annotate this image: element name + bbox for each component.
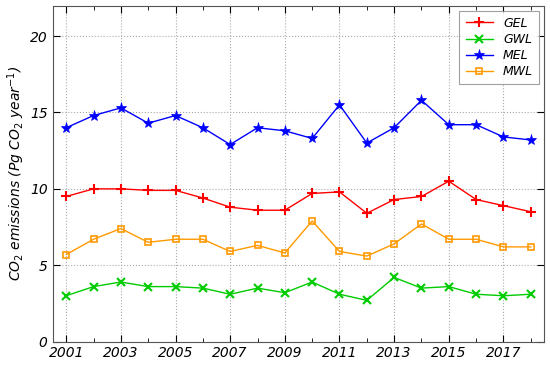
MWL xyxy=(336,249,343,254)
MEL xyxy=(473,123,480,127)
GEL xyxy=(172,188,179,193)
MEL xyxy=(282,128,288,133)
GWL xyxy=(473,292,480,296)
MEL xyxy=(446,123,452,127)
MEL xyxy=(364,141,370,145)
GWL xyxy=(63,294,69,298)
GEL xyxy=(200,196,206,200)
MEL xyxy=(254,126,261,130)
Line: GEL: GEL xyxy=(62,176,536,218)
MWL xyxy=(473,237,480,242)
GEL xyxy=(118,187,124,191)
MEL xyxy=(309,136,316,141)
MEL xyxy=(527,138,534,142)
MWL xyxy=(63,252,69,257)
Legend: GEL, GWL, MEL, MWL: GEL, GWL, MEL, MWL xyxy=(459,11,540,85)
MWL xyxy=(145,240,151,244)
GEL xyxy=(500,203,507,208)
MWL xyxy=(364,254,370,258)
GWL xyxy=(145,284,151,289)
MEL xyxy=(63,126,69,130)
GEL xyxy=(282,208,288,212)
MWL xyxy=(172,237,179,242)
GWL xyxy=(336,292,343,296)
MEL xyxy=(391,126,398,130)
MWL xyxy=(90,237,97,242)
MEL xyxy=(172,113,179,118)
MWL xyxy=(391,242,398,246)
GWL xyxy=(227,292,234,296)
MWL xyxy=(254,243,261,247)
MWL xyxy=(227,249,234,254)
GEL xyxy=(391,197,398,202)
MEL xyxy=(118,106,124,110)
GWL xyxy=(500,294,507,298)
MEL xyxy=(90,113,97,118)
MEL xyxy=(200,126,206,130)
GWL xyxy=(200,286,206,290)
GEL xyxy=(145,188,151,193)
MEL xyxy=(336,102,343,107)
GEL xyxy=(418,194,425,199)
GEL xyxy=(446,179,452,183)
GWL xyxy=(282,291,288,295)
MWL xyxy=(446,237,452,242)
MEL xyxy=(418,98,425,102)
GWL xyxy=(172,284,179,289)
Y-axis label: CO$_2$ emissions (Pg CO$_2$ year$^{-1}$): CO$_2$ emissions (Pg CO$_2$ year$^{-1}$) xyxy=(6,66,27,281)
MEL xyxy=(227,142,234,147)
GEL xyxy=(309,191,316,195)
GEL xyxy=(254,208,261,212)
GEL xyxy=(473,197,480,202)
GWL xyxy=(118,280,124,284)
MEL xyxy=(145,121,151,126)
MWL xyxy=(282,251,288,255)
GEL xyxy=(364,211,370,216)
GWL xyxy=(446,284,452,289)
MWL xyxy=(500,245,507,249)
Line: MEL: MEL xyxy=(60,95,536,150)
Line: MWL: MWL xyxy=(63,217,534,259)
GWL xyxy=(309,280,316,284)
MWL xyxy=(418,222,425,226)
MWL xyxy=(200,237,206,242)
GEL xyxy=(336,190,343,194)
GEL xyxy=(63,194,69,199)
MEL xyxy=(500,135,507,139)
GWL xyxy=(418,286,425,290)
Line: GWL: GWL xyxy=(62,273,535,305)
GWL xyxy=(364,298,370,303)
GEL xyxy=(90,187,97,191)
MWL xyxy=(118,226,124,231)
GWL xyxy=(90,284,97,289)
GWL xyxy=(527,292,534,296)
GEL xyxy=(227,205,234,209)
MWL xyxy=(309,219,316,223)
MWL xyxy=(527,245,534,249)
GEL xyxy=(527,210,534,214)
GWL xyxy=(254,286,261,290)
GWL xyxy=(391,275,398,280)
